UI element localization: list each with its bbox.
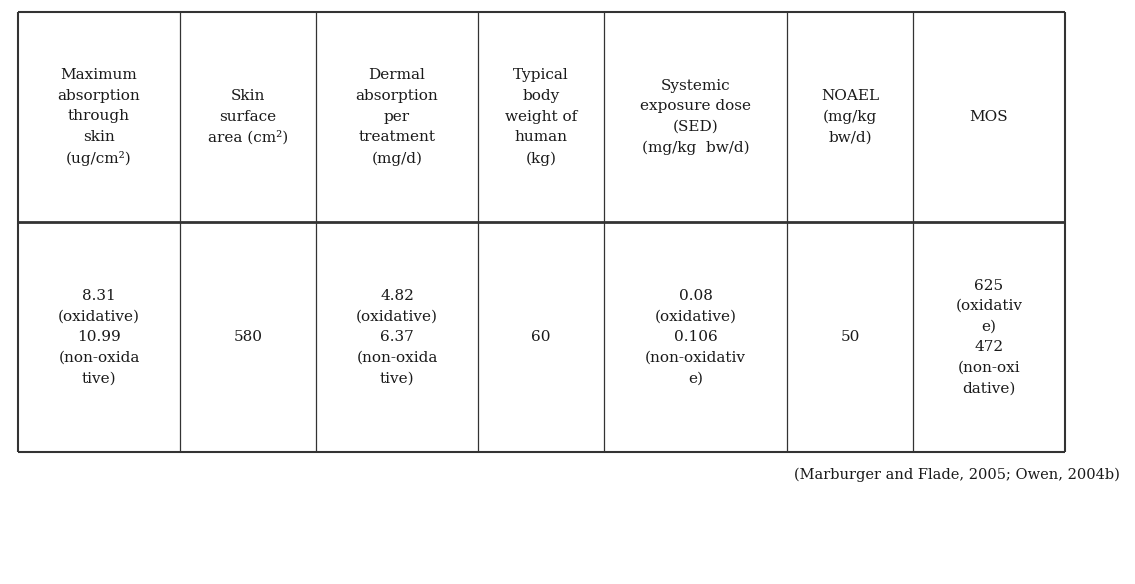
Text: 60: 60 (531, 330, 550, 344)
Text: (Marburger and Flade, 2005; Owen, 2004b): (Marburger and Flade, 2005; Owen, 2004b) (794, 468, 1120, 482)
Text: Systemic
exposure dose
(SED)
(mg/kg  bw/d): Systemic exposure dose (SED) (mg/kg bw/d… (640, 79, 751, 155)
Text: 625
(oxidativ
e)
472
(non-oxi
dative): 625 (oxidativ e) 472 (non-oxi dative) (956, 279, 1023, 395)
Text: 50: 50 (840, 330, 859, 344)
Text: NOAEL
(mg/kg
bw/d): NOAEL (mg/kg bw/d) (821, 89, 880, 145)
Text: 0.08
(oxidative)
0.106
(non-oxidativ
e): 0.08 (oxidative) 0.106 (non-oxidativ e) (645, 289, 746, 385)
Text: Maximum
absorption
through
skin
(ug/cm²): Maximum absorption through skin (ug/cm²) (58, 68, 141, 166)
Text: 580: 580 (234, 330, 262, 344)
Text: Dermal
absorption
per
treatment
(mg/d): Dermal absorption per treatment (mg/d) (355, 68, 438, 165)
Text: Typical
body
weight of
human
(kg): Typical body weight of human (kg) (505, 68, 577, 165)
Text: MOS: MOS (969, 110, 1008, 124)
Text: 4.82
(oxidative)
6.37
(non-oxida
tive): 4.82 (oxidative) 6.37 (non-oxida tive) (356, 289, 438, 385)
Text: 8.31
(oxidative)
10.99
(non-oxida
tive): 8.31 (oxidative) 10.99 (non-oxida tive) (58, 289, 140, 385)
Text: Skin
surface
area (cm²): Skin surface area (cm²) (208, 89, 288, 145)
